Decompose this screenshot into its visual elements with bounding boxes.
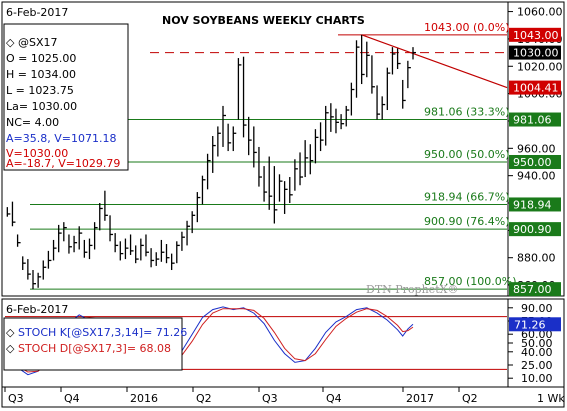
price-tag-label: 1043.00 <box>513 29 559 42</box>
stoch-axis-label: 10.00 <box>521 372 553 385</box>
price-axis-label: 880.00 <box>517 252 556 265</box>
legend-open: O = 1025.00 <box>6 52 76 65</box>
time-axis-layer: Q3 Q4 2016 Q2 Q3 Q4 2017 Q2 1 Wk <box>4 387 565 405</box>
resistance-trendline <box>361 34 508 89</box>
time-axis-label: 1 Wk <box>537 392 565 405</box>
legend-cursor-a-blue: A=35.8, V=1071.18 <box>6 132 116 145</box>
stoch-axis-label: 25.00 <box>521 359 553 372</box>
legend-cursor-a-red: A=-18.7, V=1029.79 <box>6 157 120 170</box>
price-tag-box <box>509 222 561 237</box>
retracement-label: 900.90 (76.4%) <box>424 215 510 228</box>
price-tag-box <box>509 282 561 297</box>
stoch-k-line <box>7 306 414 376</box>
chart-date: 6-Feb-2017 <box>6 6 68 19</box>
price-axis-label: 940.00 <box>517 170 556 183</box>
watermark: DTN ProphetX® <box>366 283 458 296</box>
price-tag-box <box>509 45 561 60</box>
time-axis-label: Q4 <box>64 392 80 405</box>
time-axis-label: Q2 <box>462 392 478 405</box>
stoch-axis-label: 40.00 <box>521 346 553 359</box>
legend-low: L = 1023.75 <box>6 84 74 97</box>
price-axis-label: 1020.00 <box>517 60 563 73</box>
ohlc-bars-layer <box>6 34 416 290</box>
legend-net-change: NC= 4.00 <box>6 116 59 129</box>
time-axis-label: Q3 <box>8 392 24 405</box>
price-tag-label: 1030.00 <box>513 47 559 60</box>
stoch-axis-label: 50.00 <box>521 337 553 350</box>
price-tag-box <box>509 154 561 169</box>
retracement-label: 1043.00 (0.0%) <box>424 21 510 34</box>
price-tag-label: 918.94 <box>513 198 552 211</box>
price-tag-box <box>509 27 561 42</box>
price-tags-layer: 1043.00 981.06 950.00 918.94 900.90 857.00 103… <box>509 27 561 297</box>
retracement-label: 981.06 (33.3%) <box>424 106 510 119</box>
stoch-axis-label: 90.00 <box>521 302 553 315</box>
time-axis-label: 2017 <box>406 392 434 405</box>
stoch-tag-label: 71.26 <box>514 318 546 331</box>
price-axis-label: 1060.00 <box>517 6 563 19</box>
stoch-legend-date: 6-Feb-2017 <box>6 303 68 316</box>
chart-title: NOV SOYBEANS WEEKLY CHARTS <box>162 14 365 27</box>
price-tag-label: 900.90 <box>513 223 552 236</box>
stoch-axis-label: 60.00 <box>521 328 553 341</box>
price-axis-label: 960.00 <box>517 142 556 155</box>
price-tag-label: 950.00 <box>513 156 552 169</box>
legend-last: La= 1030.00 <box>6 100 77 113</box>
retracement-label: 857.00 (100.0%) <box>424 275 517 288</box>
stoch-tag-box <box>509 317 561 332</box>
time-axis-label: 2016 <box>130 392 158 405</box>
price-tag-box <box>509 197 561 212</box>
time-axis-label: Q2 <box>196 392 212 405</box>
retracement-label: 918.94 (66.7%) <box>424 190 510 203</box>
legend-symbol: ◇ @SX17 <box>6 36 57 49</box>
stoch-k-label: ◇ STOCH K[@SX17,3,14]= 71.26 <box>6 326 187 339</box>
stoch-legend-box <box>3 317 183 371</box>
time-axis-frame <box>1 386 565 408</box>
legend-cursor-v-red: V=1030.00 <box>6 147 68 160</box>
retracement-label: 950.00 (50.0%) <box>424 148 510 161</box>
time-axis-label: Q4 <box>326 392 342 405</box>
legend-high: H = 1034.00 <box>6 68 76 81</box>
stoch-d-label: ◇ STOCH D[@SX17,3]= 68.08 <box>6 342 171 355</box>
trendline-layer <box>361 34 508 89</box>
retracement-layer: 1043.00 (0.0%) 981.06 (33.3%) 950.00 (50.0… <box>30 21 517 290</box>
ohlc-legend-box <box>3 23 129 171</box>
price-tag-label: 981.06 <box>513 114 552 127</box>
price-tag-box <box>509 112 561 127</box>
price-tag-label: 857.00 <box>513 283 552 296</box>
price-tag-box <box>509 80 561 95</box>
price-tag-label: 1004.41 <box>513 82 559 95</box>
time-axis-label: Q3 <box>262 392 278 405</box>
